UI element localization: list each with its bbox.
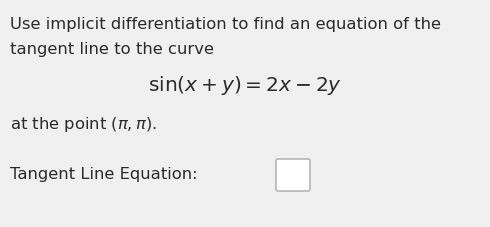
Text: tangent line to the curve: tangent line to the curve [10, 42, 214, 57]
Text: Tangent Line Equation:: Tangent Line Equation: [10, 167, 197, 182]
Text: $\mathregular{sin}(x + y) = 2x - 2y$: $\mathregular{sin}(x + y) = 2x - 2y$ [148, 74, 342, 97]
FancyBboxPatch shape [276, 159, 310, 191]
Text: at the point $(\pi, \pi)$.: at the point $(\pi, \pi)$. [10, 115, 157, 134]
Text: Use implicit differentiation to find an equation of the: Use implicit differentiation to find an … [10, 17, 441, 32]
